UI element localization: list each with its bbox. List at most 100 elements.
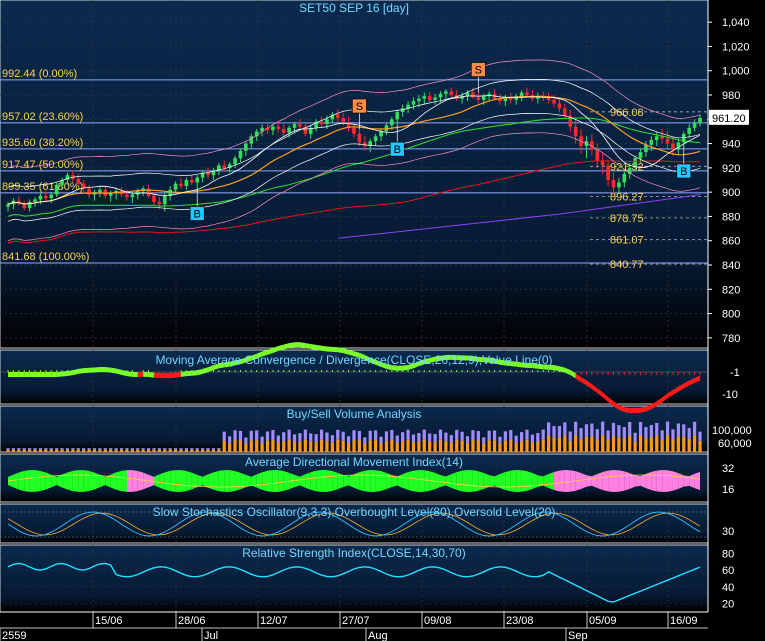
macd-ribbon-segment [235, 359, 241, 366]
adx-band-segment [451, 472, 457, 490]
volume-bar-sell [357, 440, 362, 452]
candle-body [444, 91, 448, 94]
volume-bar-buy [179, 448, 183, 450]
candle-body [617, 182, 621, 188]
adx-band-segment [262, 470, 268, 492]
macd-ribbon-segment [56, 371, 63, 377]
macd-ribbon-segment [429, 356, 436, 363]
macd-ribbon-segment [197, 368, 203, 376]
candle-body [308, 127, 313, 134]
volume-bar-buy [563, 422, 567, 436]
adx-band-segment [105, 474, 111, 488]
macd-ribbon-segment [245, 355, 252, 363]
volume-bar-sell [319, 439, 324, 452]
adx-band-segment [613, 470, 619, 492]
macd-ribbon-segment [516, 361, 522, 368]
adx-band-segment [505, 470, 511, 492]
y-tick-label: 1,000 [722, 66, 750, 78]
adx-band-segment [332, 471, 338, 491]
volume-bar-buy [136, 448, 140, 450]
adx-band-segment [191, 472, 198, 490]
candle-body [476, 97, 481, 100]
candle-body [644, 144, 648, 153]
macd-ribbon-segment [408, 363, 414, 370]
adx-band-segment [397, 474, 403, 488]
volume-bar-buy [406, 429, 410, 440]
candle-body [341, 118, 345, 122]
volume-bar-sell [622, 438, 626, 452]
volume-bar-sell [417, 441, 421, 452]
candle-body [254, 131, 259, 137]
volume-bar-buy [271, 429, 275, 440]
volume-bar-buy [401, 432, 405, 442]
macd-ribbon-segment [175, 371, 181, 378]
volume-bar-buy [541, 429, 545, 440]
adx-band-segment [489, 475, 495, 487]
volume-bar-buy [190, 448, 194, 450]
adx-band-segment [278, 470, 284, 492]
macd-ribbon-segment [608, 396, 614, 407]
candle-body [135, 190, 140, 195]
candle-body [244, 143, 248, 151]
macd-ribbon-segment [181, 371, 187, 377]
macd-ribbon-segment [656, 397, 663, 407]
volume-title: Buy/Sell Volume Analysis [287, 407, 422, 421]
volume-bar-sell [379, 443, 383, 452]
candle-body [465, 92, 470, 97]
volume-bar-buy [260, 436, 264, 444]
adx-band-segment [197, 474, 203, 488]
volume-bar-sell [536, 441, 540, 452]
month-label: Sep [568, 630, 588, 641]
candle-body [568, 115, 573, 127]
volume-bar-sell [33, 449, 37, 452]
volume-bar-buy [660, 430, 664, 441]
volume-bar-sell [411, 442, 416, 452]
volume-bar-buy [17, 448, 21, 450]
panel-price [0, 0, 709, 349]
volume-bar-buy [292, 434, 297, 443]
candle-body [557, 103, 562, 109]
x-tick-label: 23/08 [506, 615, 534, 627]
volume-bar-buy [141, 448, 145, 450]
volume-bar-sell [346, 443, 351, 452]
volume-bar-sell [336, 439, 340, 452]
macd-ribbon-segment [343, 348, 349, 355]
candle-body [249, 136, 254, 144]
macd-ribbon-segment [359, 352, 365, 361]
volume-bar-sell [395, 442, 399, 452]
macd-ribbon-segment [499, 359, 506, 366]
adx-band-segment [143, 472, 149, 490]
volume-bar-buy [38, 448, 43, 450]
volume-bar-sell [676, 436, 680, 452]
adx-band-segment [375, 470, 382, 492]
candle-body [195, 177, 200, 183]
candle-body [590, 141, 594, 150]
volume-bar-sell [60, 449, 64, 452]
volume-bar-sell [492, 440, 497, 452]
volume-bar-buy [195, 448, 199, 450]
candle-body [162, 195, 167, 205]
adx-band-segment [137, 471, 144, 491]
volume-bar-sell [206, 449, 210, 452]
volume-bar-buy [471, 430, 475, 441]
candle-body [449, 91, 454, 95]
stoch-tick: 30 [722, 526, 734, 538]
macd-ribbon-segment [218, 362, 225, 369]
macd-ribbon-segment [224, 361, 230, 368]
volume-bar-buy [265, 431, 270, 441]
volume-bar-sell [687, 438, 691, 452]
adx-band-segment [326, 470, 333, 492]
candle-body [157, 201, 162, 205]
candle-body [65, 175, 70, 180]
macd-title: Moving Average Convergence / Divergence(… [155, 353, 552, 367]
macd-ribbon-segment [532, 363, 538, 369]
macd-ribbon-segment [564, 367, 571, 376]
macd-ribbon-segment [305, 343, 311, 350]
volume-bar-buy [590, 423, 594, 437]
volume-bar-sell [525, 439, 529, 452]
volume-bar-sell [309, 441, 313, 452]
volume-bar-buy [346, 436, 351, 444]
adx-band-segment [99, 474, 106, 488]
rsi-tick: 40 [722, 582, 734, 594]
candle-body [60, 180, 64, 185]
